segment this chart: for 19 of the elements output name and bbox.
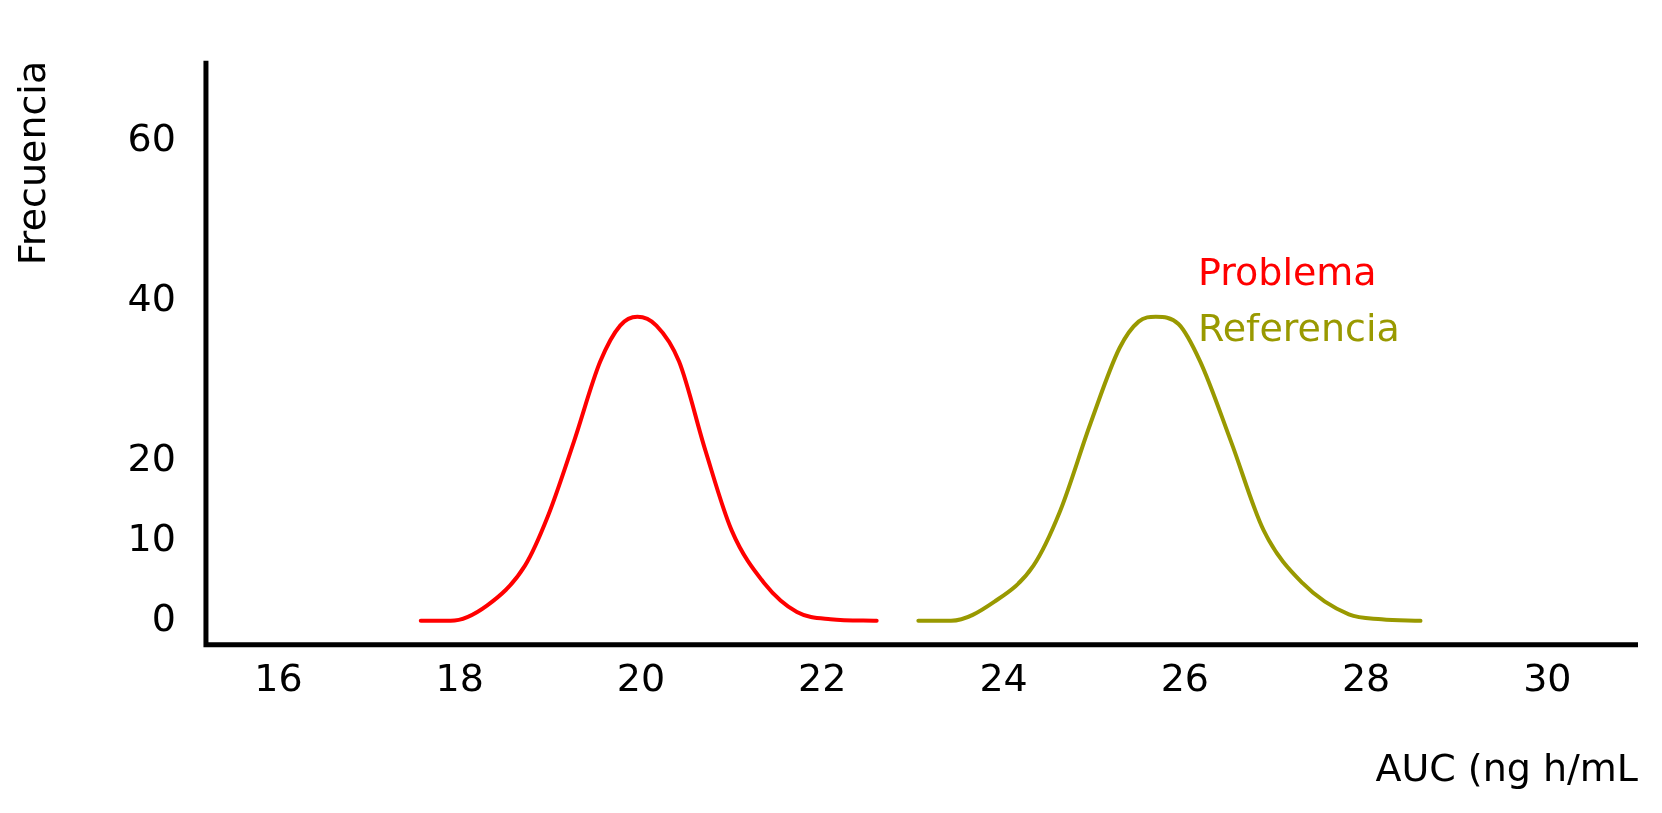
x-tick-label: 22 xyxy=(798,656,847,701)
x-tick-label: 24 xyxy=(979,656,1028,701)
x-tick-label: 28 xyxy=(1341,656,1391,701)
series-label: Referencia xyxy=(1198,305,1400,350)
line-series xyxy=(418,314,879,623)
x-tick-label: 18 xyxy=(435,656,484,701)
line-series xyxy=(916,314,1423,623)
y-axis-title: Frecuencia xyxy=(9,60,54,266)
y-tick-label: 20 xyxy=(127,435,176,480)
text: Problema xyxy=(1198,249,1377,294)
y-tick-label: 0 xyxy=(151,595,176,640)
y-tick-label: 10 xyxy=(127,515,176,560)
x-axis-title: AUC (ng h/mL xyxy=(1375,746,1638,791)
y-tick-label: 40 xyxy=(127,275,176,320)
x-tick-label: 16 xyxy=(254,656,303,701)
x-tick-label: 26 xyxy=(1160,656,1209,701)
x-tick-label: 30 xyxy=(1523,656,1572,701)
x-tick-label: 20 xyxy=(616,656,666,701)
y-tick-label: 60 xyxy=(127,115,176,160)
